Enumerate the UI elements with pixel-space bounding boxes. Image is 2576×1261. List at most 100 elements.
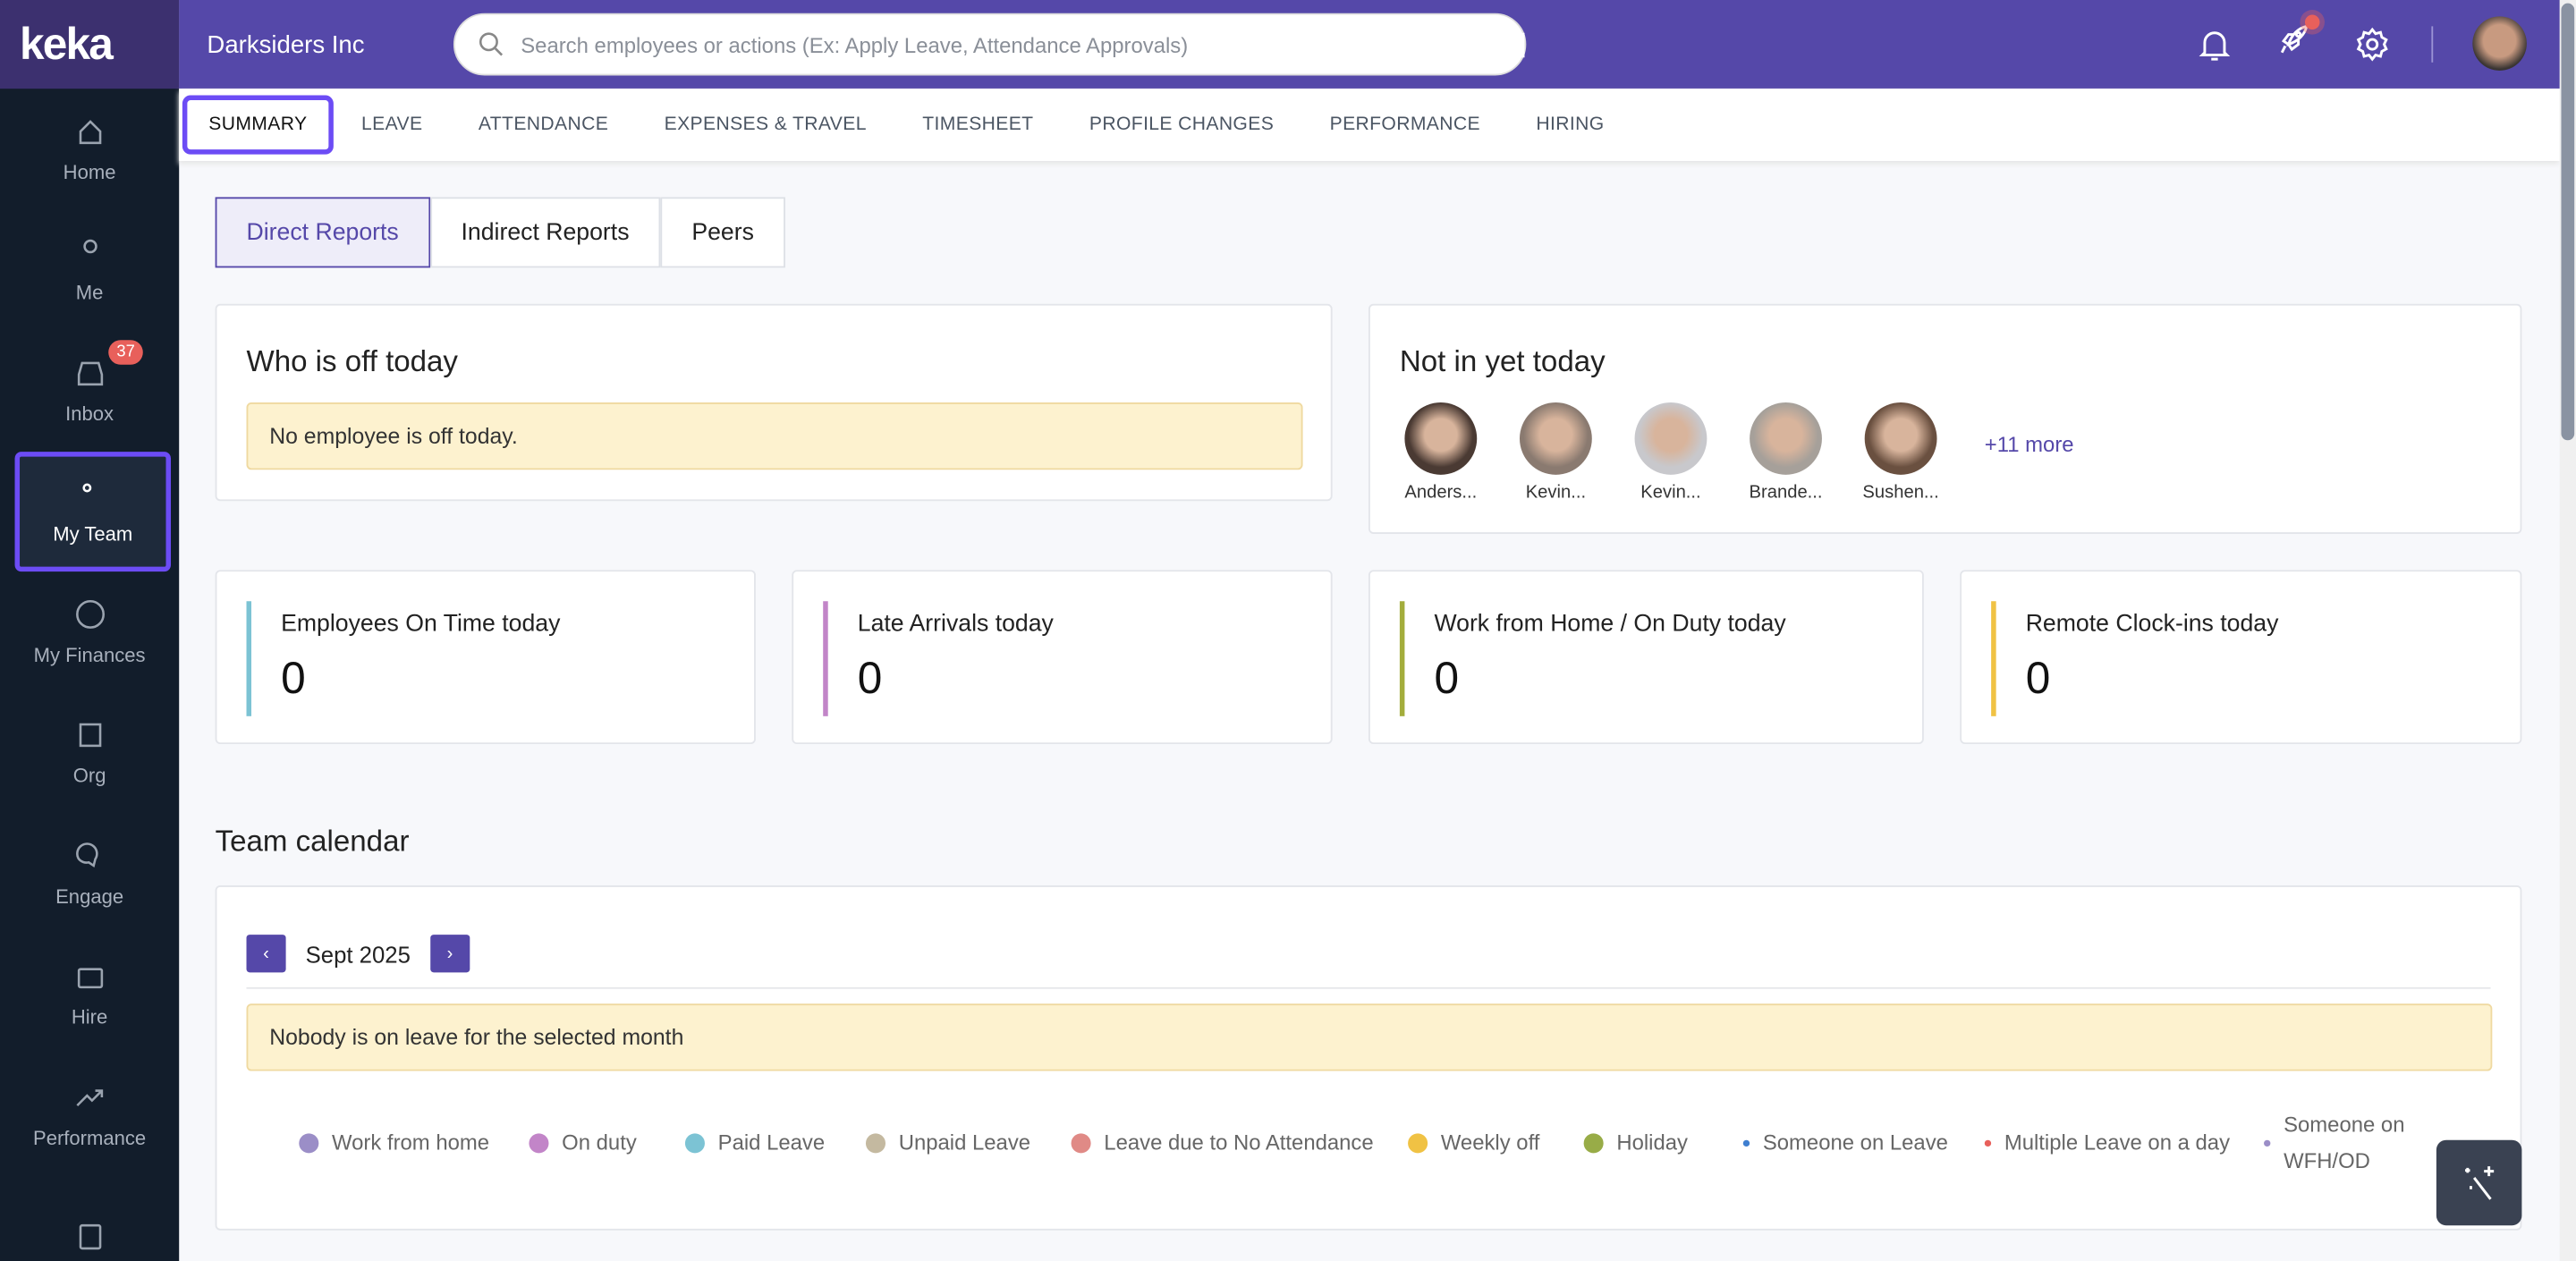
search-box[interactable] bbox=[453, 13, 1527, 76]
employee-avatar[interactable]: Anders... bbox=[1390, 402, 1492, 503]
clipboard-icon bbox=[78, 1224, 101, 1250]
employee-avatar[interactable]: Sushen... bbox=[1850, 402, 1952, 503]
segment-direct-reports[interactable]: Direct Reports bbox=[215, 197, 430, 268]
tab-leave[interactable]: LEAVE bbox=[361, 114, 423, 135]
chat-icon bbox=[75, 842, 97, 867]
gear-icon[interactable] bbox=[2352, 24, 2392, 63]
magic-wand-button[interactable] bbox=[2436, 1139, 2522, 1226]
team-icon bbox=[81, 484, 91, 493]
sidebar: keka Home Me Inbox 37 My Team My Finances Org E… bbox=[0, 0, 180, 1261]
building-icon bbox=[78, 724, 101, 748]
sidebar-item-performance[interactable]: Performance bbox=[0, 1054, 179, 1175]
legend-label: Multiple Leave on a day bbox=[2004, 1130, 2231, 1155]
legend-label: Weekly off bbox=[1440, 1130, 1540, 1155]
sidebar-item-engage[interactable]: Engage bbox=[0, 813, 179, 934]
next-month-button[interactable]: › bbox=[429, 935, 470, 973]
sidebar-item-inbox[interactable]: Inbox 37 bbox=[0, 330, 179, 451]
legend-dot bbox=[529, 1133, 549, 1154]
tab-performance[interactable]: PERFORMANCE bbox=[1329, 114, 1480, 135]
user-avatar[interactable] bbox=[2472, 16, 2527, 71]
legend-item: Leave due to No Attendance bbox=[1071, 1107, 1409, 1180]
briefcase-icon bbox=[76, 968, 103, 989]
home-icon bbox=[78, 119, 101, 144]
tab-summary[interactable]: SUMMARY bbox=[182, 95, 334, 155]
legend-dot bbox=[684, 1133, 705, 1154]
avatar-photo bbox=[1519, 402, 1592, 475]
tab-timesheet[interactable]: TIMESHEET bbox=[922, 114, 1034, 135]
org-name: Darksiders Inc bbox=[207, 30, 365, 59]
divider bbox=[246, 986, 2491, 989]
inbox-count-badge: 37 bbox=[108, 340, 144, 365]
search-input[interactable] bbox=[521, 31, 1525, 57]
sidebar-item-more[interactable] bbox=[0, 1175, 179, 1261]
segment-peers[interactable]: Peers bbox=[660, 197, 785, 268]
employee-avatar[interactable]: Kevin... bbox=[1620, 402, 1722, 503]
scrollbar[interactable] bbox=[2559, 0, 2576, 1261]
search-icon bbox=[479, 32, 504, 56]
stat-color-bar bbox=[823, 601, 828, 716]
calendar-legend: Work from home On duty Paid Leave Unpaid Le… bbox=[299, 1107, 2461, 1180]
legend-label: Holiday bbox=[1616, 1130, 1688, 1155]
tab-hiring[interactable]: HIRING bbox=[1536, 114, 1605, 135]
segment-indirect-reports[interactable]: Indirect Reports bbox=[429, 197, 661, 268]
user-icon bbox=[82, 240, 97, 254]
sidebar-item-label: Inbox bbox=[65, 402, 114, 426]
legend-label: Unpaid Leave bbox=[898, 1130, 1031, 1155]
sidebar-item-label: Hire bbox=[71, 1005, 108, 1029]
stat-label: Remote Clock-ins today bbox=[2025, 611, 2279, 638]
stat-value: 0 bbox=[1434, 654, 1460, 704]
legend-label: Paid Leave bbox=[717, 1130, 826, 1155]
legend-dot bbox=[299, 1133, 319, 1154]
tab-attendance[interactable]: ATTENDANCE bbox=[478, 114, 609, 135]
rocket-button[interactable] bbox=[2274, 14, 2320, 67]
magic-wand-icon bbox=[2465, 1166, 2495, 1200]
logo-text: keka bbox=[20, 19, 114, 69]
stat-value: 0 bbox=[2025, 654, 2051, 704]
sidebar-item-my-finances[interactable]: My Finances bbox=[0, 571, 179, 692]
sidebar-item-org[interactable]: Org bbox=[0, 692, 179, 813]
sidebar-item-hire[interactable]: Hire bbox=[0, 934, 179, 1054]
inbox-icon bbox=[76, 361, 103, 385]
legend-item: Holiday bbox=[1583, 1107, 1743, 1180]
sidebar-item-me[interactable]: Me bbox=[0, 209, 179, 330]
legend-dot bbox=[1742, 1139, 1750, 1147]
who-is-off-card: Who is off today No employee is off toda… bbox=[215, 303, 1333, 502]
sidebar-item-home[interactable]: Home bbox=[0, 89, 179, 209]
employee-name: Brande... bbox=[1749, 483, 1823, 504]
more-employees-link[interactable]: +11 more bbox=[1984, 432, 2074, 457]
legend-item: Unpaid Leave bbox=[865, 1107, 1072, 1180]
tab-profile-changes[interactable]: PROFILE CHANGES bbox=[1089, 114, 1275, 135]
sidebar-item-label: Performance bbox=[32, 1126, 147, 1150]
sidebar-item-my-team[interactable]: My Team bbox=[14, 451, 172, 572]
trend-icon bbox=[75, 1088, 103, 1106]
legend-item: Work from home bbox=[299, 1107, 529, 1180]
legend-dot bbox=[1408, 1133, 1428, 1154]
legend-label: Someone on WFH/OD bbox=[2284, 1112, 2405, 1173]
stat-label: Employees On Time today bbox=[281, 611, 561, 638]
sidebar-item-label: Engage bbox=[55, 884, 124, 909]
legend-dot bbox=[865, 1133, 886, 1154]
legend-dot bbox=[1071, 1133, 1091, 1154]
prev-month-button[interactable]: ‹ bbox=[246, 935, 286, 973]
employee-avatar[interactable]: Brande... bbox=[1735, 402, 1837, 503]
divider bbox=[2431, 25, 2434, 62]
not-in-yet-card: Not in yet today Anders... Kevin... Kevin.… bbox=[1368, 303, 2522, 534]
card-title: Who is off today bbox=[246, 344, 458, 378]
stat-color-bar bbox=[246, 601, 252, 716]
bell-icon[interactable] bbox=[2195, 24, 2234, 63]
legend-label: On duty bbox=[562, 1130, 637, 1155]
employee-name: Anders... bbox=[1404, 483, 1478, 504]
avatar-photo bbox=[1750, 402, 1822, 475]
legend-dot bbox=[1583, 1133, 1604, 1154]
keka-logo[interactable]: keka bbox=[0, 0, 180, 89]
scrollbar-thumb[interactable] bbox=[2561, 3, 2575, 441]
stat-card: Employees On Time today 0 bbox=[215, 570, 756, 745]
sidebar-item-label: My Team bbox=[53, 522, 133, 546]
team-calendar-card: ‹ Sept 2025 › Nobody is on leave for the… bbox=[215, 885, 2522, 1231]
employee-avatar[interactable]: Kevin... bbox=[1504, 402, 1606, 503]
tab-expenses-travel[interactable]: EXPENSES & TRAVEL bbox=[664, 114, 867, 135]
report-type-toggle: Direct Reports Indirect Reports Peers bbox=[215, 197, 2522, 268]
sidebar-item-label: My Finances bbox=[33, 643, 146, 667]
dollar-icon bbox=[75, 599, 105, 629]
sidebar-item-label: Home bbox=[63, 160, 116, 184]
